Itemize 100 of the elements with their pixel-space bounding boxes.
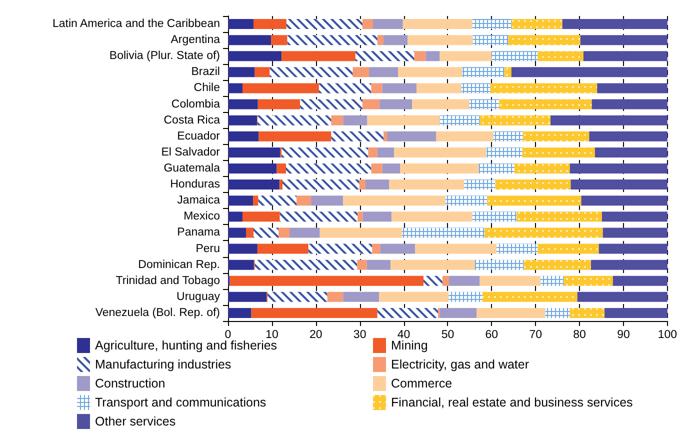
bar <box>369 67 398 78</box>
bar <box>590 260 668 270</box>
legend-label: Manufacturing industries <box>95 358 232 372</box>
y-tick-label: Jamaica <box>177 194 221 207</box>
x-tick-label: 30 <box>353 329 366 341</box>
bar <box>442 276 450 286</box>
bar <box>416 83 462 94</box>
x-tick-label: 50 <box>441 329 454 341</box>
bar <box>253 19 286 30</box>
bar <box>228 19 254 30</box>
bar <box>449 276 480 286</box>
bar <box>415 244 496 254</box>
bar <box>389 180 464 190</box>
bar <box>246 228 254 238</box>
y-tick-label: Argentina <box>170 34 221 46</box>
y-tick-label: Panama <box>177 226 221 239</box>
bar <box>357 260 367 270</box>
y-tick-label: Venezuela (Bol. Rep. of) <box>95 306 220 319</box>
bar <box>377 147 394 158</box>
bar <box>398 67 462 78</box>
bar <box>228 292 267 302</box>
bar <box>228 83 242 94</box>
legend-label: Agriculture, hunting and fisheries <box>95 338 278 352</box>
bar <box>228 180 280 190</box>
bar <box>384 131 388 142</box>
bar <box>390 260 475 270</box>
y-tick-label: Uruguay <box>176 290 220 303</box>
legend-label: Other services <box>95 414 176 428</box>
legend-label: Mining <box>391 338 428 352</box>
y-tick-label: Guatemala <box>164 162 221 174</box>
bar <box>602 228 668 238</box>
x-tick-label: 90 <box>617 329 630 341</box>
bar <box>379 292 449 302</box>
bar <box>598 244 668 254</box>
bar <box>387 131 436 142</box>
bar <box>400 164 479 174</box>
legend-label: Electricity, gas and water <box>391 358 530 372</box>
bar <box>242 212 280 222</box>
bar <box>228 308 252 318</box>
bar <box>577 292 668 302</box>
x-tick-label: 40 <box>397 329 410 341</box>
y-tick-label: Costa Rica <box>164 114 221 126</box>
bar <box>371 164 382 174</box>
bar <box>228 244 258 254</box>
y-tick-label: El Salvador <box>161 146 220 158</box>
bar <box>382 83 417 94</box>
bar <box>362 19 374 30</box>
bar <box>362 212 392 222</box>
x-tick-label: 0 <box>224 329 232 341</box>
x-tick-label: 100 <box>658 329 677 341</box>
bar <box>592 99 668 110</box>
bar <box>253 196 258 206</box>
bar <box>278 228 290 238</box>
bar <box>581 196 668 206</box>
bar <box>228 51 282 62</box>
bar <box>412 99 470 110</box>
y-tick-label: Dominican Rep. <box>138 258 220 271</box>
bar <box>580 35 668 46</box>
bar <box>380 99 412 110</box>
legend-label: Transport and communications <box>95 396 266 410</box>
bar <box>251 308 378 318</box>
bar <box>384 35 408 46</box>
bar <box>602 212 668 222</box>
bar <box>352 67 370 78</box>
bar <box>296 196 312 206</box>
bar <box>276 164 286 174</box>
x-tick-label: 20 <box>309 329 322 341</box>
bar <box>327 292 344 302</box>
legend-label: Financial, real estate and business services <box>391 396 633 410</box>
bar <box>426 51 440 62</box>
y-tick-label: Brazil <box>191 66 220 78</box>
bar <box>440 51 492 62</box>
bar <box>382 164 400 174</box>
bar <box>372 244 380 254</box>
bar <box>343 292 380 302</box>
x-tick-label: 80 <box>573 329 586 341</box>
bar <box>371 83 382 94</box>
bar <box>343 196 446 206</box>
bar <box>228 99 258 110</box>
bar <box>583 51 668 62</box>
bar <box>228 147 280 158</box>
bar <box>343 115 368 126</box>
bar <box>258 131 332 142</box>
bar <box>368 147 378 158</box>
bar <box>320 228 402 238</box>
bar <box>228 115 257 126</box>
x-tick-label: 70 <box>529 329 542 341</box>
y-tick-label: Honduras <box>170 178 220 191</box>
bar <box>480 276 540 286</box>
bar <box>408 35 473 46</box>
bar <box>476 308 546 318</box>
y-tick-label: Ecuador <box>177 130 220 142</box>
bar <box>331 115 344 126</box>
bar <box>594 147 668 158</box>
y-tick-label: Latin America and the Caribbean <box>52 18 220 30</box>
bar <box>373 19 403 30</box>
y-tick-label: Chile <box>194 82 220 94</box>
bar <box>366 260 391 270</box>
bar <box>402 19 472 30</box>
bar <box>391 212 472 222</box>
